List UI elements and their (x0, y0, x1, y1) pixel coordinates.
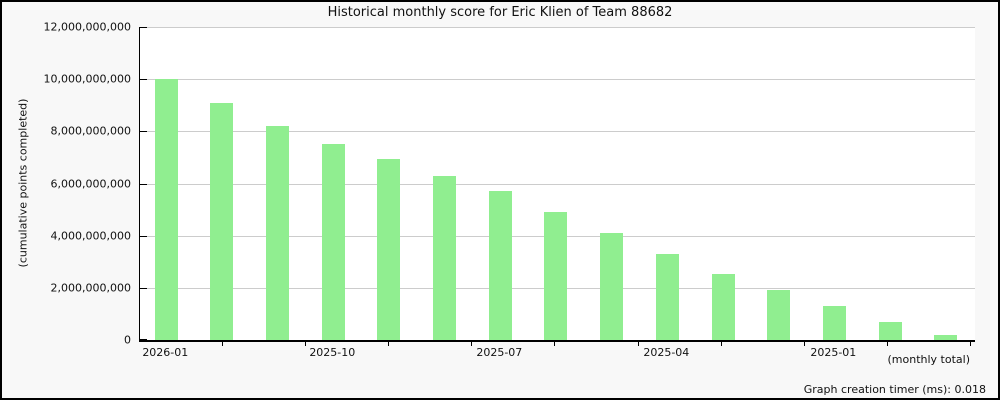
x-axis-tick (304, 342, 306, 346)
y-axis-label: (cumulative points completed) (16, 98, 30, 268)
y-tick-label: 4,000,000,000 (50, 229, 131, 243)
gridline (140, 131, 975, 133)
y-axis-tick (140, 235, 147, 237)
x-tick-label: 2025-07 (476, 346, 523, 359)
bar-2025-11 (266, 126, 290, 340)
bar-2025-08 (433, 175, 457, 340)
y-axis-tick (140, 339, 147, 340)
y-axis-tick (140, 79, 147, 81)
y-tick-label: 2,000,000,000 (50, 281, 131, 295)
bar-2025-06 (544, 212, 568, 340)
x-axis-tick (554, 342, 556, 346)
x-tick-label: 2025-01 (810, 346, 857, 359)
y-tick-label: 0 (124, 333, 131, 347)
bar-2025-01 (822, 306, 846, 340)
x-axis-note: (monthly total) (887, 353, 971, 366)
x-axis-tick (637, 342, 639, 346)
gridline (140, 79, 975, 81)
y-tick-label: 10,000,000,000 (43, 72, 131, 86)
bar-2025-09 (377, 158, 401, 340)
x-axis-tick (887, 342, 889, 346)
x-axis-tick (387, 342, 389, 346)
plot-area (139, 27, 975, 342)
y-axis-tick (140, 183, 147, 185)
y-tick-label: 8,000,000,000 (50, 124, 131, 138)
x-axis-tick (221, 342, 223, 346)
y-axis-tick (140, 287, 147, 289)
bar-2025-07 (488, 191, 512, 340)
bar-2025-04 (655, 253, 679, 340)
bar-2024-12 (878, 321, 902, 340)
y-tick-label: 12,000,000,000 (43, 20, 131, 34)
gridline (140, 27, 975, 28)
x-axis-tick (471, 342, 473, 346)
y-tick-label: 6,000,000,000 (50, 177, 131, 190)
x-tick-label: 2026-01 (142, 346, 189, 359)
bar-2025-12 (210, 102, 234, 340)
bar-2025-02 (767, 290, 791, 340)
chart-title: Historical monthly score for Eric Klien … (327, 5, 673, 20)
x-axis-tick (803, 342, 805, 346)
bar-2025-10 (321, 144, 345, 340)
x-tick-label: 2025-04 (643, 346, 690, 359)
bar-2024-11 (934, 334, 958, 340)
bar-2025-03 (711, 273, 735, 340)
bar-2026-01 (154, 79, 178, 340)
bar-2025-05 (600, 233, 624, 340)
x-axis-tick (720, 342, 722, 346)
x-axis-tick (970, 342, 972, 346)
x-tick-label: 2025-10 (309, 346, 356, 359)
graph-timer-text: Graph creation timer (ms): 0.018 (803, 383, 986, 396)
y-axis-tick (140, 131, 147, 133)
y-axis-tick (140, 27, 147, 28)
gridline (140, 183, 975, 185)
